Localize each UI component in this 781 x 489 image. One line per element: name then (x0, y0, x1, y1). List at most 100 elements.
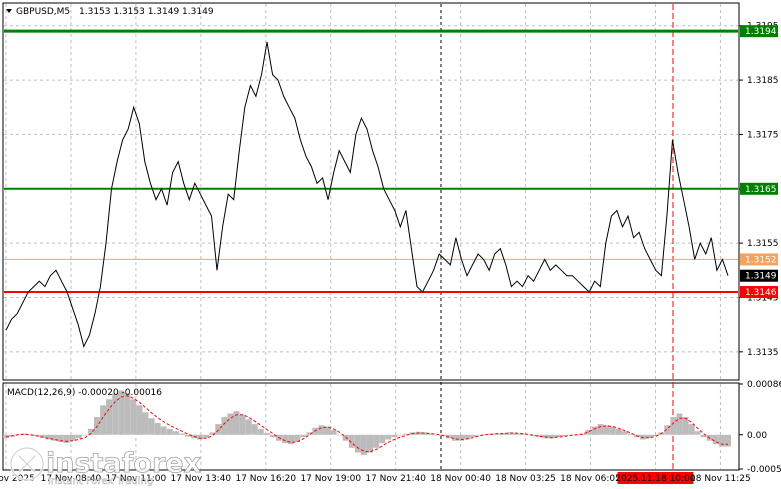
macd-bar (470, 434, 477, 438)
macd-bar (75, 434, 82, 439)
level-tag-bg (740, 25, 778, 38)
macd-bar (676, 413, 683, 435)
macd-bar (51, 434, 58, 441)
level-tag-bg (740, 253, 778, 266)
macd-bar (154, 423, 161, 435)
macd-bar (203, 434, 210, 438)
macd-bar (445, 434, 452, 439)
macd-bar (288, 434, 295, 445)
macd-bar (536, 434, 543, 438)
macd-bar (609, 426, 616, 435)
macd-bar (342, 434, 349, 441)
macd-bar (688, 424, 695, 435)
level-tag-bg (740, 286, 778, 299)
macd-bar (561, 434, 568, 436)
macd-bar (318, 425, 325, 435)
macd-signal-path (5, 395, 728, 453)
macd-bar (591, 426, 598, 435)
price-tick-label: 1.3155 (747, 239, 779, 249)
macd-bar (197, 434, 204, 440)
macd-bar (615, 428, 622, 435)
macd-bar (464, 434, 471, 440)
macd-bar (118, 390, 125, 435)
macd-bar (100, 405, 107, 435)
macd-bar (124, 393, 131, 435)
macd-axis: 0.00086 0.00 -0.00058 (739, 380, 781, 475)
macd-bar (21, 433, 28, 435)
time-tick-label: 2025.11.18 10:00 (615, 474, 696, 484)
macd-bar (427, 433, 434, 435)
macd-bar (300, 434, 307, 438)
price-tick-label: 1.3145 (747, 293, 779, 303)
macd-bar (294, 434, 301, 442)
macd-bar (312, 427, 319, 435)
time-axis: 17 Nov 2025 17 Nov 08:40 17 Nov 11:00 17 No… (0, 472, 751, 484)
macd-bar (391, 434, 398, 438)
macd-bar (106, 399, 113, 435)
macd-bar (458, 434, 464, 441)
price-series (5, 41, 729, 348)
macd-bar (664, 425, 671, 435)
macd-bar (257, 428, 264, 435)
macd-bar (543, 434, 549, 439)
macd-bar (476, 434, 483, 436)
macd-bar (282, 434, 289, 444)
macd-bar (63, 434, 70, 444)
macd-bar (39, 434, 46, 438)
macd-bar (160, 426, 167, 435)
macd-bar (421, 432, 428, 435)
macd-bar (670, 417, 677, 435)
dropdown-triangle-icon[interactable] (6, 9, 12, 13)
macd-bar (57, 434, 64, 442)
macd-bar (524, 434, 531, 436)
macd-bar (725, 434, 731, 447)
level-tag-label: 1.3149 (745, 272, 777, 282)
macd-bar (506, 432, 513, 435)
level-tag-bg (740, 182, 778, 195)
macd-bar (233, 411, 240, 435)
macd-bar (555, 434, 562, 438)
macd-bar (682, 417, 689, 435)
macd-bar (367, 434, 373, 453)
macd-tick-label: 0.00 (747, 431, 767, 441)
macd-bar (239, 414, 246, 435)
level-tag-label: 1.3165 (745, 185, 777, 195)
macd-bar (3, 434, 9, 438)
macd-bar (379, 434, 386, 444)
time-tick-label: 17 Nov 08:40 (41, 474, 102, 484)
macd-bar (306, 432, 313, 435)
macd-bar (178, 433, 185, 435)
time-tick-label: 17 Nov 16:20 (235, 474, 296, 484)
time-tick-label: 17 Nov 21:40 (365, 474, 426, 484)
event-time-tag-bg (617, 472, 694, 484)
macd-bar (500, 433, 507, 435)
watermark-tagline: Instant Forex Trading (48, 476, 153, 487)
macd-bar (403, 433, 410, 435)
macd-bar (330, 430, 337, 435)
time-tick-label: 17 Nov 19:00 (300, 474, 361, 484)
macd-bar (87, 428, 94, 435)
macd-bar (397, 434, 404, 436)
price-tick-label: 1.3175 (747, 130, 779, 140)
macd-bar (518, 433, 525, 435)
macd-header: MACD(12,26,9) -0.00020 -0.00016 (7, 388, 162, 398)
ohlc-readout: 1.3153 1.3153 1.3149 1.3149 (79, 7, 214, 17)
macd-bar (433, 434, 440, 436)
price-panel-frame (2, 2, 740, 381)
level-tag-label: 1.3146 (745, 288, 777, 298)
symbol-label: GBPUSD,M5 (16, 7, 70, 17)
macd-bar (494, 433, 501, 435)
macd-bar (251, 424, 258, 435)
macd-bar (712, 434, 719, 445)
time-tick-label: 18 Nov 11:25 (690, 474, 751, 484)
macd-bar (209, 432, 216, 435)
macd-bar (112, 393, 119, 435)
macd-bar (227, 413, 234, 435)
price-tick-label: 1.3185 (747, 76, 779, 86)
macd-bar (142, 412, 149, 435)
time-tick-label: 17 Nov 11:00 (106, 474, 167, 484)
macd-histogram (3, 390, 731, 455)
time-tick-label: 17 Nov 2025 (0, 474, 35, 484)
macd-bar (324, 426, 331, 435)
